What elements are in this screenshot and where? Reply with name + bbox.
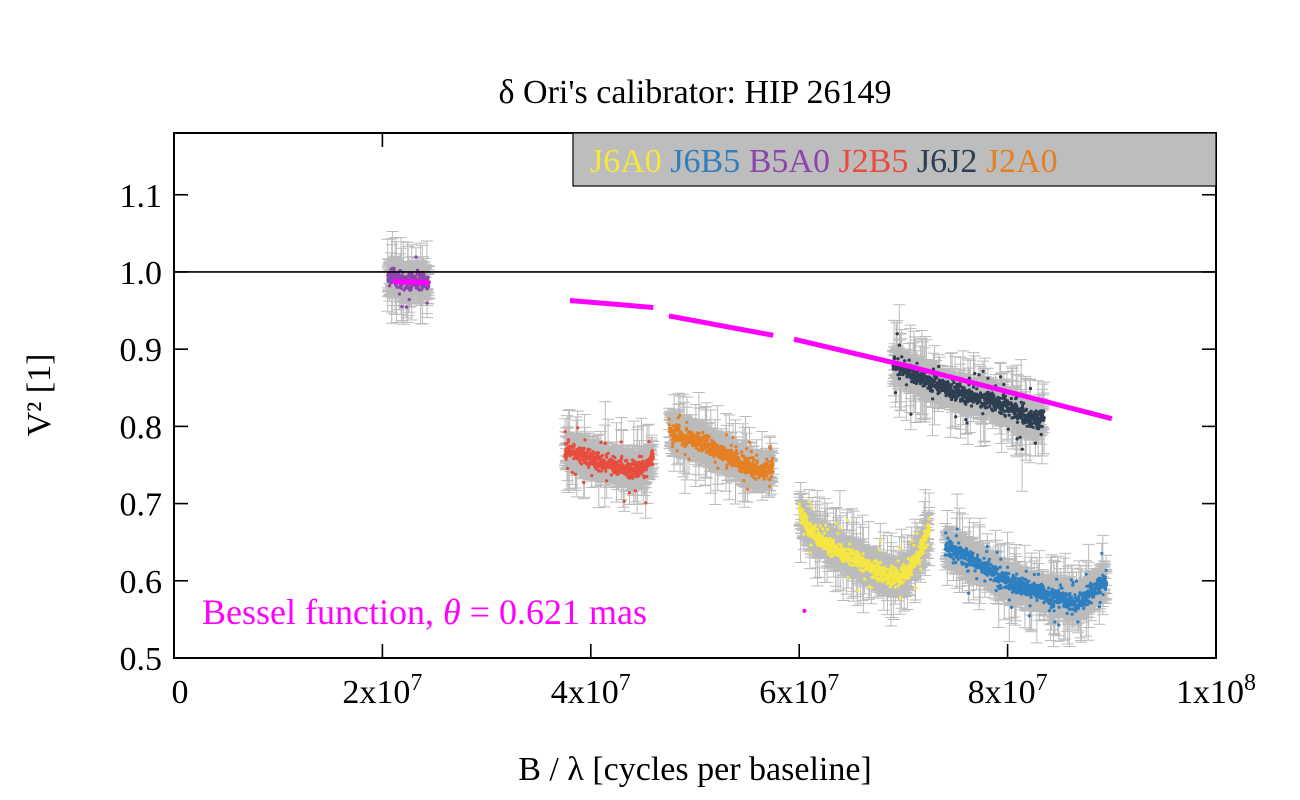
y-tick-label: 0.9 (120, 332, 163, 369)
model-segment-4 (907, 363, 1113, 422)
x-axis: 0 2x107 4x107 6x107 8x107 1x108 (172, 133, 1256, 711)
x-tick-label: 2x107 (342, 670, 422, 711)
series-b5a0 (386, 255, 431, 309)
legend-entry-j6j2: J6J2 (908, 143, 977, 180)
model-segment-0 (392, 278, 430, 286)
point-path-j6b5 (943, 527, 1109, 627)
point-path-b5a0 (386, 255, 431, 309)
model-point-0 (802, 608, 807, 613)
legend-entry-j2a0: J2A0 (977, 143, 1057, 180)
x-axis-title: B / λ [cycles per baseline] (518, 751, 872, 788)
annotation-prefix: Bessel function, (202, 592, 443, 632)
legend-entry-j2b5: J2B5 (830, 143, 908, 180)
series-j2b5 (563, 426, 655, 505)
y-tick-label: 0.8 (120, 409, 163, 446)
legend-entry-b5a0: B5A0 (740, 143, 830, 180)
y-axis: 0.5 0.6 0.7 0.8 0.9 1.0 1.1 (120, 178, 1216, 678)
model-segment-3 (793, 336, 910, 369)
x-tick-label: 6x107 (759, 670, 839, 711)
model-annotation: Bessel function, θ = 0.621 mas (202, 592, 647, 632)
point-path-j6a0 (797, 500, 932, 600)
series-j6a0 (797, 500, 932, 600)
data-points (386, 255, 1109, 627)
point-path-j2b5 (563, 426, 655, 505)
x-tick-label: 8x107 (968, 670, 1048, 711)
y-tick-label: 0.6 (120, 564, 163, 601)
y-tick-label: 0.7 (120, 487, 163, 524)
model-segment-1 (569, 298, 654, 310)
x-tick-label: 1x108 (1176, 670, 1256, 711)
legend-entries: J6A0 J6B5 B5A0 J2B5 J6J2 J2A0 (590, 143, 1058, 180)
y-tick-label: 0.5 (120, 641, 163, 678)
point-path-j2a0 (667, 413, 775, 491)
series-j2a0 (667, 413, 775, 491)
bessel-model-curve (392, 278, 1113, 613)
plot-area (173, 132, 1217, 659)
legend-entry-j6a0: J6A0 (590, 143, 662, 180)
y-tick-label: 1.0 (120, 255, 163, 292)
annotation-suffix: = 0.621 mas (461, 592, 647, 632)
x-tick-label: 4x107 (551, 670, 631, 711)
model-segment-2 (668, 313, 774, 338)
legend: J6A0 J6B5 B5A0 J2B5 J6J2 J2A0 (572, 132, 1217, 187)
theta-symbol: θ (443, 592, 461, 632)
y-axis-title: V² [1] (21, 354, 58, 437)
series-j6b5 (943, 527, 1109, 627)
y-tick-label: 1.1 (120, 178, 163, 215)
legend-entry-j6b5: J6B5 (662, 143, 740, 180)
chart-title: δ Ori's calibrator: HIP 26149 (499, 74, 892, 111)
legend-box (572, 132, 1217, 187)
x-tick-label: 0 (172, 674, 189, 711)
error-bars (381, 231, 1113, 648)
